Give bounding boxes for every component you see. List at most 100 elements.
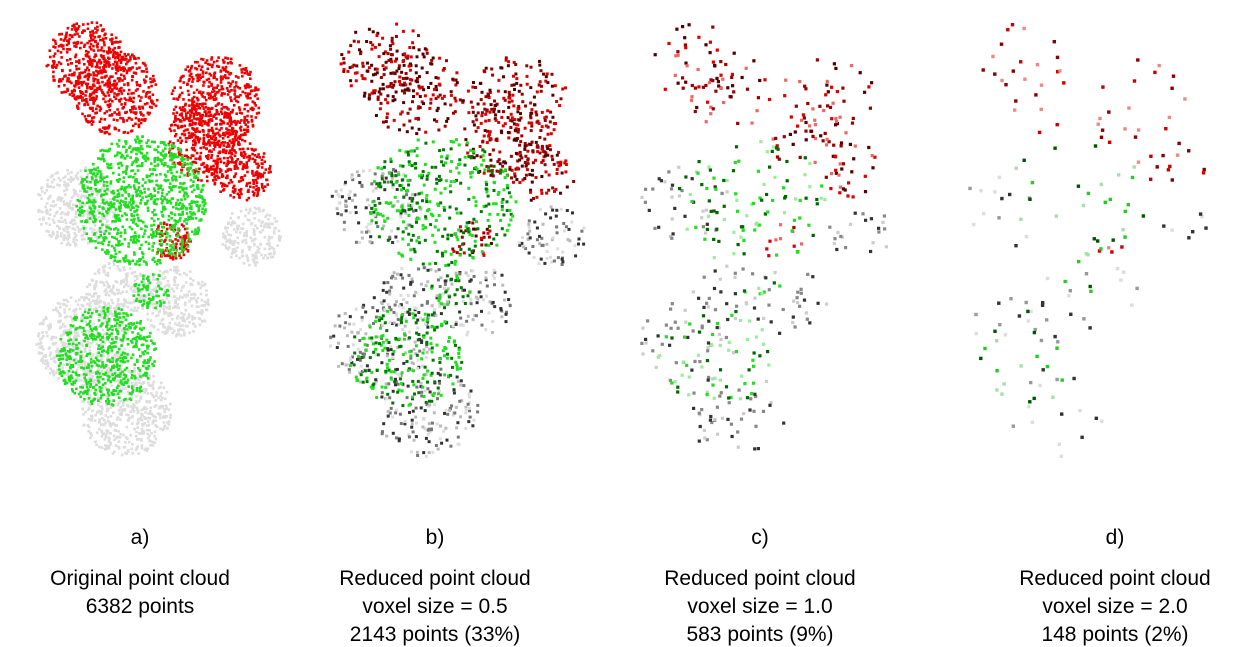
point [103,57,106,60]
point [147,157,150,160]
point [140,414,143,417]
point [252,186,255,189]
point [150,198,153,201]
point [141,165,144,168]
point [106,175,109,178]
point [100,72,103,75]
point [187,249,190,252]
point [86,173,89,176]
point [183,110,186,113]
point [196,301,199,304]
point [231,111,234,114]
point [202,84,205,87]
point [182,189,185,192]
point [145,67,148,70]
point [155,180,158,183]
point [202,58,205,61]
point [261,163,264,166]
point [247,93,250,96]
point [182,98,185,101]
point [58,85,61,88]
point [207,68,210,71]
point [141,135,144,138]
point [42,323,45,326]
point [140,199,143,202]
point [146,433,149,436]
point [48,347,51,350]
point [107,91,110,94]
point [46,335,49,338]
point [64,213,67,216]
point [99,220,102,223]
point [84,350,87,353]
point [89,98,92,101]
point [92,323,95,326]
point [72,343,75,346]
point [137,422,140,425]
point [94,188,97,191]
point [160,211,163,214]
point [101,431,104,434]
point [157,412,160,415]
point [88,283,91,286]
point [241,139,244,142]
point [68,74,71,77]
point [111,349,114,352]
point [256,177,259,180]
point [184,198,187,201]
point [145,75,148,78]
point [246,257,249,260]
point [247,189,250,192]
point [102,155,105,158]
point [114,341,117,344]
point [101,358,104,361]
point [196,201,199,204]
point [79,355,82,358]
point [259,243,262,246]
point [105,214,108,217]
point [172,306,175,309]
point [207,133,210,136]
point [254,104,257,107]
point [211,64,214,67]
point [62,367,65,370]
point [53,221,56,224]
point [82,314,85,317]
point [140,244,143,247]
point [129,97,132,100]
point [79,47,82,50]
point [123,146,126,149]
point [168,144,171,147]
point [211,129,214,132]
point [254,224,257,227]
point [228,182,231,185]
point [75,234,78,237]
point [92,204,95,207]
point [246,199,249,202]
point [94,414,97,417]
point [69,58,72,61]
point [86,232,89,235]
point [213,148,216,151]
point [94,273,97,276]
point [99,130,102,133]
point [67,40,70,43]
point [79,190,82,193]
point [75,80,78,83]
point [224,111,227,114]
point [188,321,191,324]
point [88,40,91,43]
point [166,391,169,394]
point [98,82,101,85]
point [80,320,83,323]
point [103,333,106,336]
point [141,382,144,385]
point [242,163,245,166]
point [278,230,281,233]
point [215,128,218,131]
point [207,115,210,118]
point [157,191,160,194]
point [122,266,125,269]
page: a)Original point cloud6382 pointsb)Reduc… [0,0,1253,647]
point [110,180,113,183]
